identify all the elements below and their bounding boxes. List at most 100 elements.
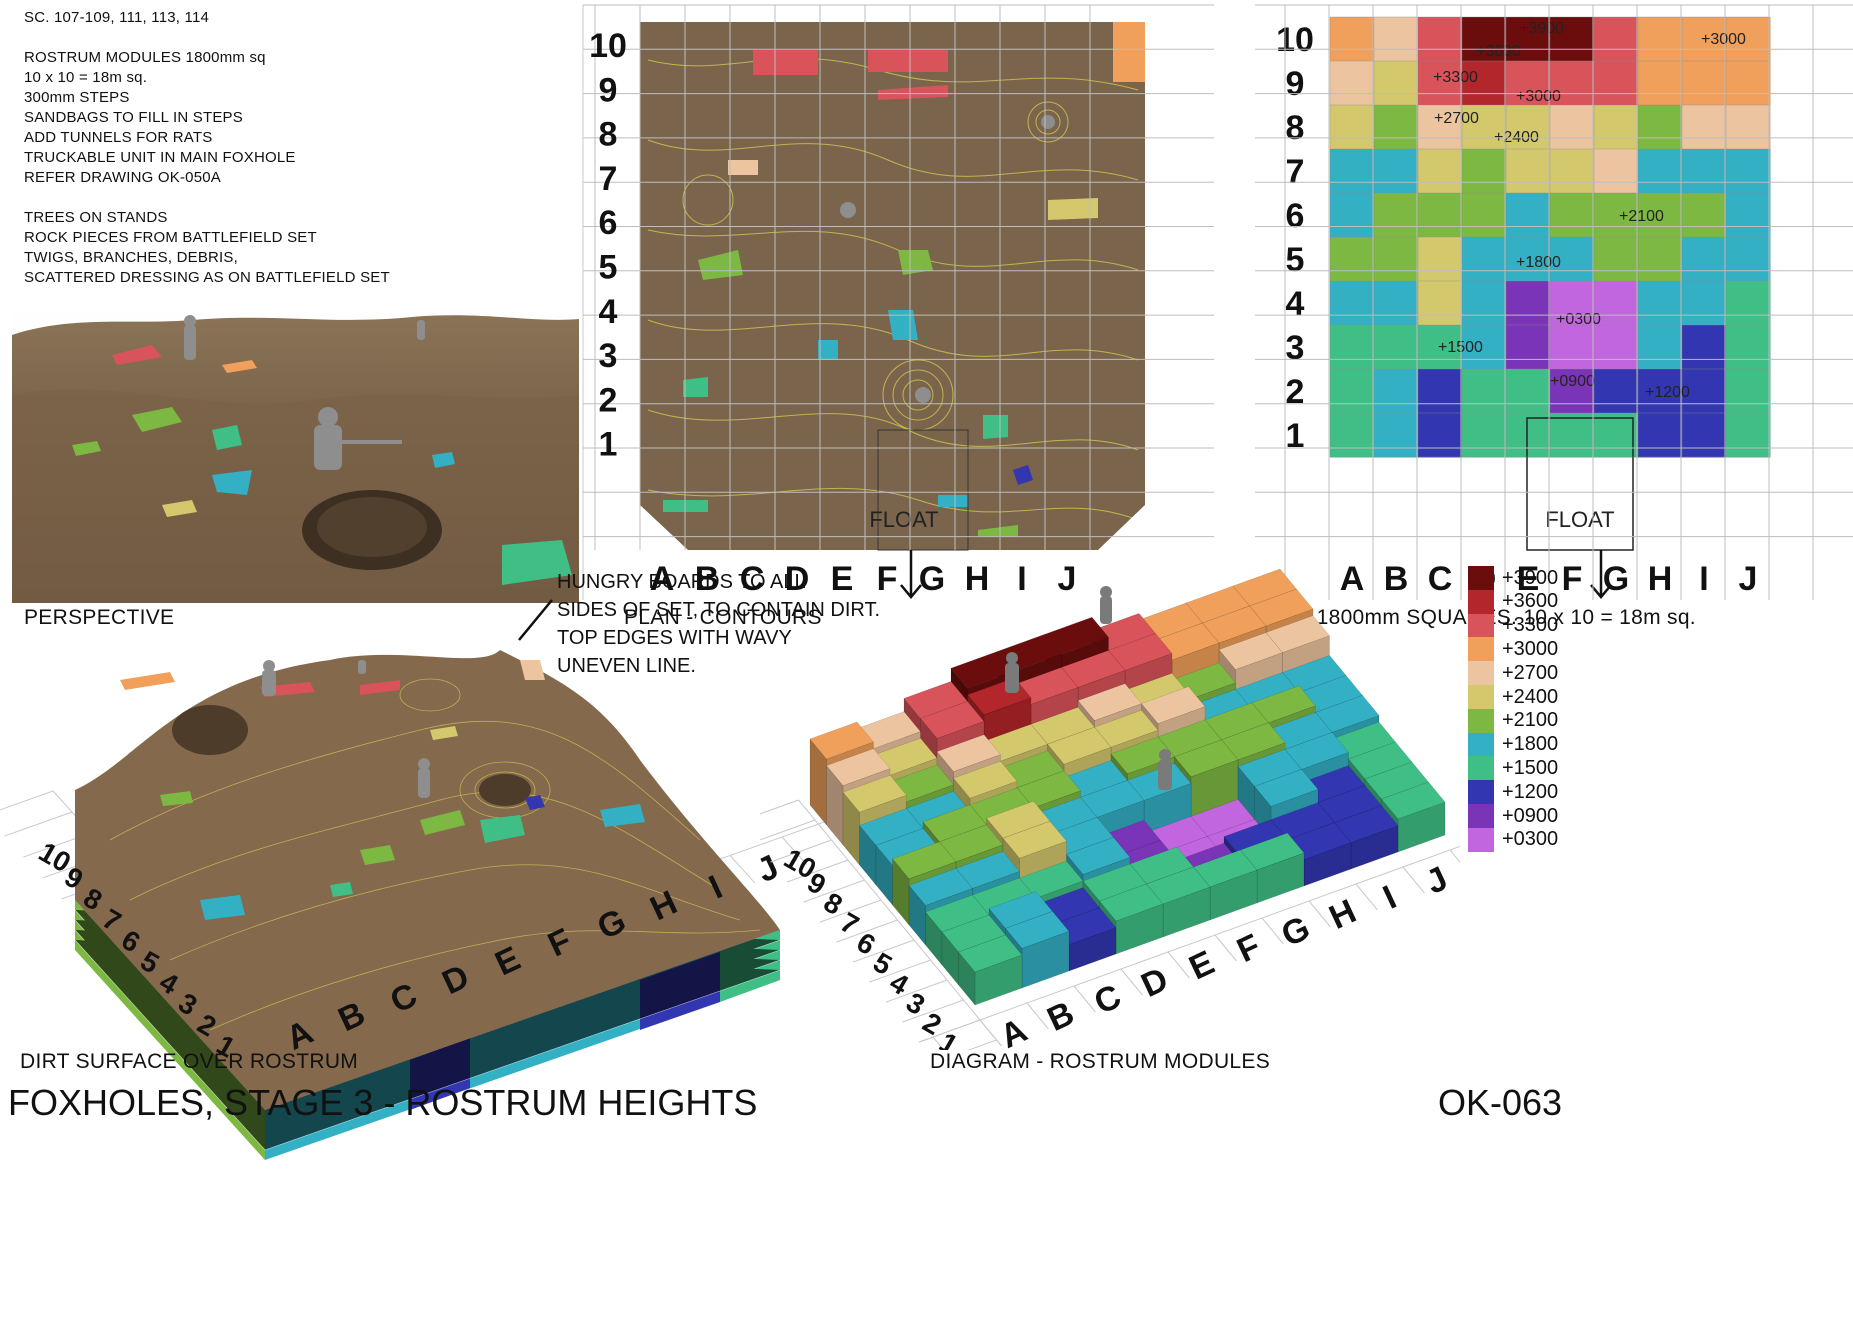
module-block (950, 650, 1015, 689)
contour-color-patches (663, 22, 1145, 537)
height-cell (1462, 105, 1507, 150)
module-block (826, 748, 891, 786)
iso-col-label: H (1324, 892, 1362, 937)
height-cell (1726, 149, 1771, 194)
module-block (1364, 761, 1429, 800)
float-outline (1526, 417, 1634, 551)
iso-col-label: D (1136, 960, 1174, 1005)
height-label: +3000 (1516, 88, 1561, 105)
iso-col-label: E (1183, 944, 1220, 988)
height-cell (1594, 105, 1639, 150)
height-cell (1594, 369, 1639, 414)
height-label: +2700 (1434, 110, 1479, 127)
height-cell (1594, 281, 1639, 326)
iso-row-label: 2 (918, 1006, 947, 1041)
iso-row-label: 4 (885, 966, 914, 1001)
note-line: REFER DRAWING OK-050A (24, 169, 222, 186)
legend-label: +3300 (1502, 614, 1559, 637)
height-cell (1374, 325, 1419, 370)
module-block (809, 721, 874, 760)
height-cell (1682, 193, 1727, 238)
grid-col-label: F (1562, 560, 1583, 598)
legend-swatch (1468, 780, 1494, 805)
grid-col-label: J (1058, 560, 1077, 598)
grid-row-label: 8 (599, 116, 618, 154)
legend-swatch (1468, 566, 1494, 590)
grid-row-label: 2 (599, 381, 618, 419)
note-line: 300mm STEPS (24, 89, 130, 106)
grid-col-label: G (919, 560, 945, 598)
height-cell (1726, 369, 1771, 414)
arrow-down-icon (900, 550, 922, 599)
height-label: +1200 (1645, 384, 1690, 401)
height-cell (1594, 149, 1639, 194)
note-line: SC. 107-109, 111, 113, 114 (24, 9, 210, 26)
grid-col-label: I (1017, 560, 1026, 598)
height-cell (1726, 237, 1771, 282)
module-block (1202, 605, 1267, 644)
height-cell (1726, 325, 1771, 370)
height-cell (1374, 237, 1419, 282)
legend-label: +1500 (1502, 756, 1559, 779)
height-cell (1330, 105, 1375, 150)
height-cell (1726, 17, 1771, 62)
note-line: ROSTRUM MODULES 1800mm sq (24, 49, 266, 66)
legend-label: +2400 (1502, 685, 1559, 708)
height-cell (1462, 369, 1507, 414)
height-cell (1682, 413, 1727, 458)
iso-row-label: 1 (934, 1026, 963, 1050)
panel-label-plan-contours: PLAN - CONTOURS (624, 606, 822, 629)
grid-row-label: 8 (1286, 109, 1305, 147)
sheet-number: OK-063 (1438, 1082, 1563, 1123)
height-cell (1418, 369, 1463, 414)
height-legend: +3900 +3600 +3300 +3000 +2700 +2400 +2100 +1800… (1468, 566, 1608, 856)
height-cell (1594, 413, 1639, 458)
module-block (1077, 683, 1142, 721)
height-label: +3300 (1433, 69, 1478, 86)
module-block (892, 841, 957, 880)
grid-col-label: B (1384, 560, 1409, 598)
module-block (1251, 685, 1316, 724)
height-cell (1550, 237, 1595, 282)
height-cell (1330, 413, 1375, 458)
module-block (1334, 805, 1399, 843)
height-cell (1506, 105, 1551, 150)
note-line: ADD TUNNELS FOR RATS (24, 129, 213, 146)
height-cell (1682, 369, 1727, 414)
callout-line: SIDES OF SET, TO CONTAIN DIRT. (557, 599, 881, 621)
note-line: 10 x 10 = 18m sq. (24, 69, 148, 86)
legend-item: +3900 (1468, 566, 1558, 590)
sheet-title: FOXHOLES, STAGE 3 - ROSTRUM HEIGHTS (8, 1082, 758, 1123)
grid-row-label: 1 (599, 426, 618, 464)
height-cell (1418, 193, 1463, 238)
height-cell (1594, 17, 1639, 62)
module-block (908, 868, 973, 906)
height-label: +0300 (1556, 311, 1601, 328)
legend-item: +0300 (1468, 827, 1559, 852)
height-cell (1726, 105, 1771, 150)
module-block (1193, 849, 1258, 888)
note-line: ROCK PIECES FROM BATTLEFIELD SET (24, 229, 317, 246)
module-block (920, 701, 985, 739)
legend-label: +0300 (1502, 828, 1559, 851)
grid-col-label: E (1517, 560, 1540, 598)
legend-item: +2400 (1468, 685, 1558, 709)
legend-swatch (1468, 708, 1494, 733)
height-cell (1462, 61, 1507, 106)
dirt-top-surface (75, 650, 780, 1110)
grid-row-label: 7 (599, 160, 618, 198)
module-block (1174, 739, 1239, 778)
height-cell (1374, 281, 1419, 326)
height-cell (1330, 61, 1375, 106)
height-cell (1418, 105, 1463, 150)
height-cell (1550, 193, 1595, 238)
height-cell (1638, 413, 1683, 458)
legend-label: +1800 (1502, 733, 1559, 756)
legend-item: +2700 (1468, 661, 1558, 686)
grid-row-label: 7 (1286, 153, 1305, 191)
callout-line: HUNGRY BOARDS TO ALL (557, 571, 806, 593)
height-label: +3600 (1476, 43, 1521, 60)
callout-line: TOP EDGES WITH WAVY (557, 627, 792, 649)
height-cell (1506, 17, 1551, 62)
grid-col-label: H (1648, 560, 1673, 598)
